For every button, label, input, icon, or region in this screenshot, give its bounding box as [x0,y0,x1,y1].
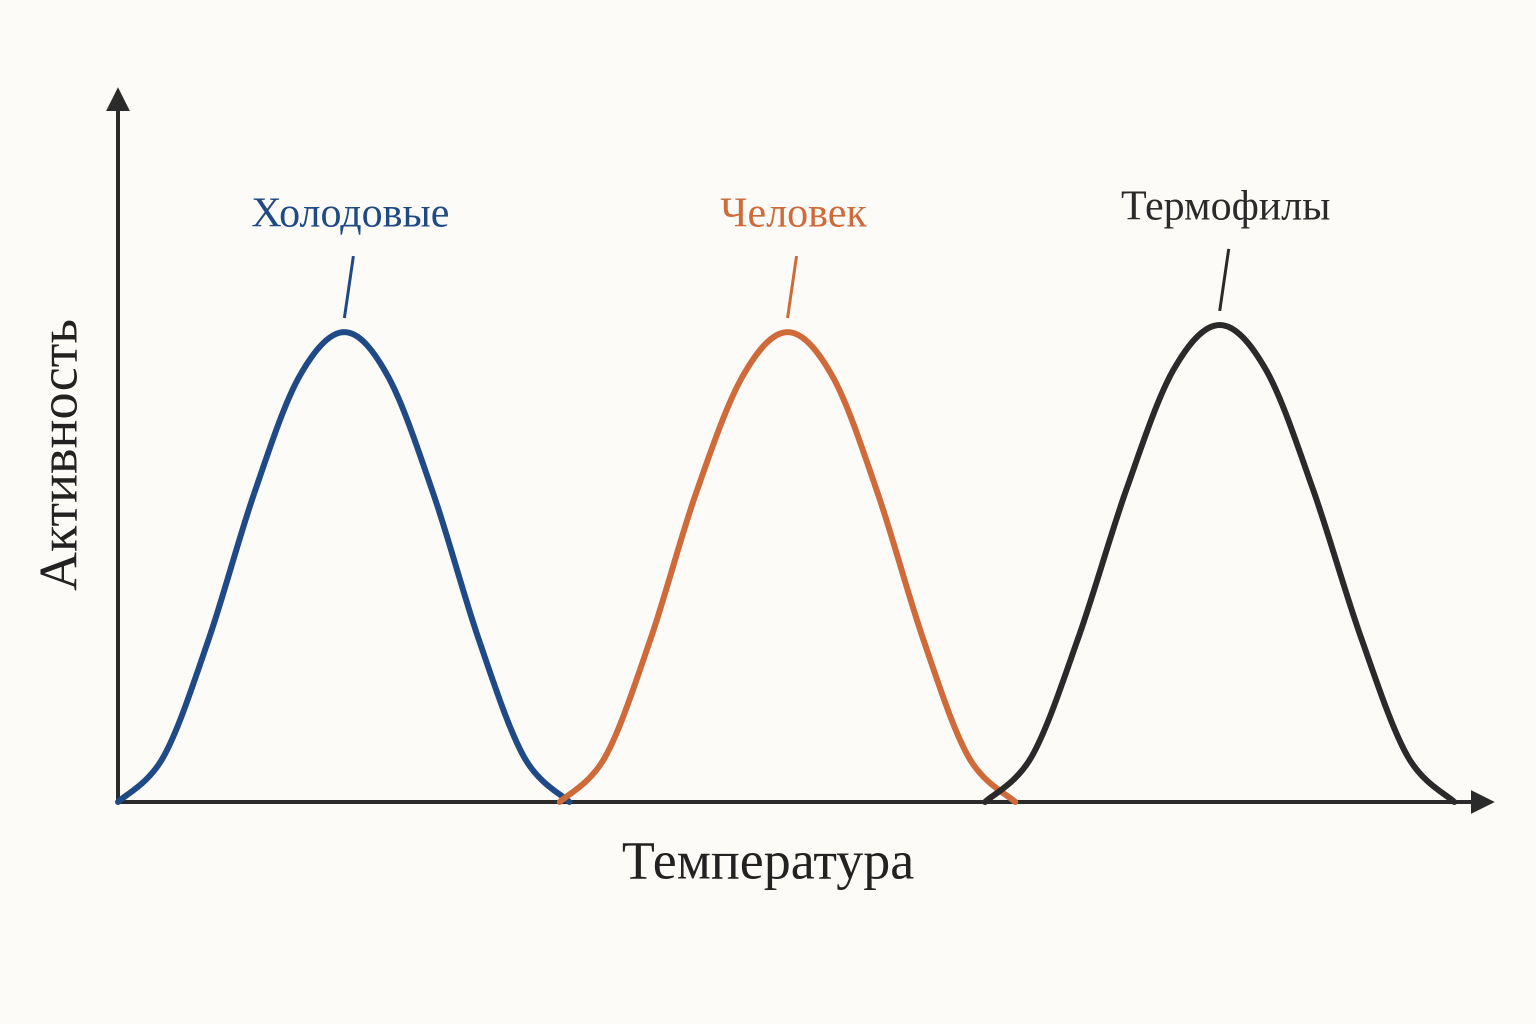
series-label: Холодовые [251,191,449,237]
leader-line [1218,248,1231,312]
leader-line [786,255,799,319]
x-axis-label: Температура [622,830,914,890]
y-axis-label: Активность [28,319,88,591]
leader-line [342,255,355,319]
curve [556,329,1019,805]
series-label: Человек [720,191,867,237]
curve [115,329,573,805]
series-label: Термофилы [1121,184,1331,230]
curve [982,321,1458,805]
